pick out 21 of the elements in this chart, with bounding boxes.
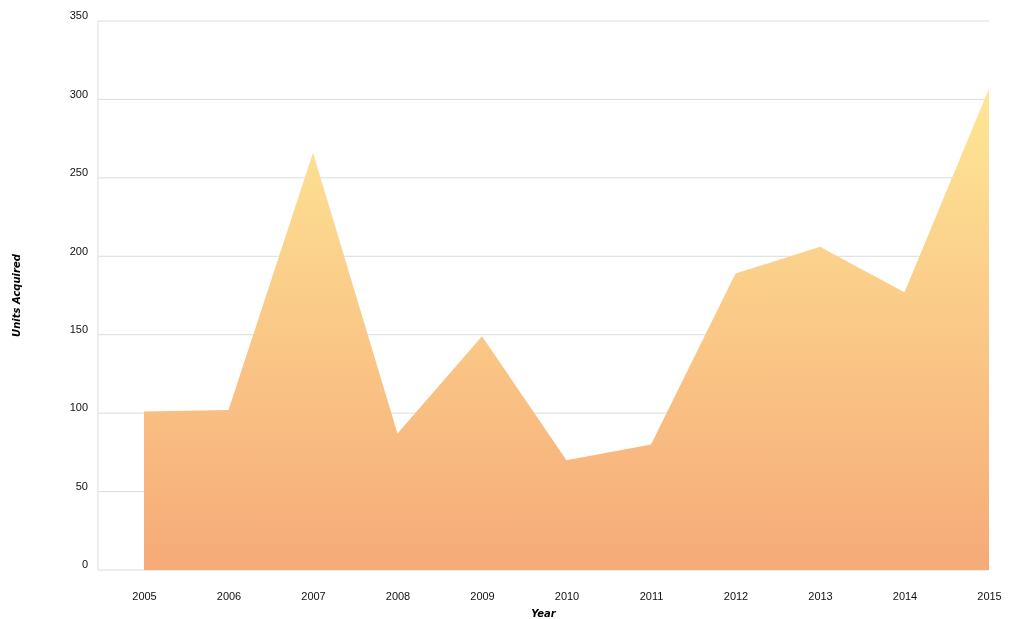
x-tick-label: 2006 <box>216 589 242 602</box>
x-tick-label: 2009 <box>470 589 495 602</box>
y-tick-label: 50 <box>75 479 88 492</box>
x-tick-label: 2010 <box>554 589 580 602</box>
y-tick-label: 0 <box>81 558 88 571</box>
x-tick-label: 2007 <box>301 589 326 602</box>
x-tick-label: 2012 <box>723 589 749 602</box>
x-tick-label: 2014 <box>892 589 918 602</box>
x-tick-label: 2011 <box>639 589 664 602</box>
y-tick-label: 250 <box>69 166 88 179</box>
y-tick-label: 350 <box>69 9 88 22</box>
x-tick-label: 2015 <box>977 589 1002 602</box>
y-tick-label: 150 <box>69 323 88 336</box>
x-tick-label: 2005 <box>132 589 157 602</box>
x-tick-label: 2013 <box>808 589 833 602</box>
y-tick-label: 100 <box>69 401 88 414</box>
y-tick-label: 200 <box>69 244 88 257</box>
y-axis-title: Units Acquired <box>11 253 22 337</box>
x-axis-title: Year <box>531 608 557 619</box>
y-tick-label: 300 <box>69 87 88 100</box>
x-tick-label: 2008 <box>385 589 411 602</box>
